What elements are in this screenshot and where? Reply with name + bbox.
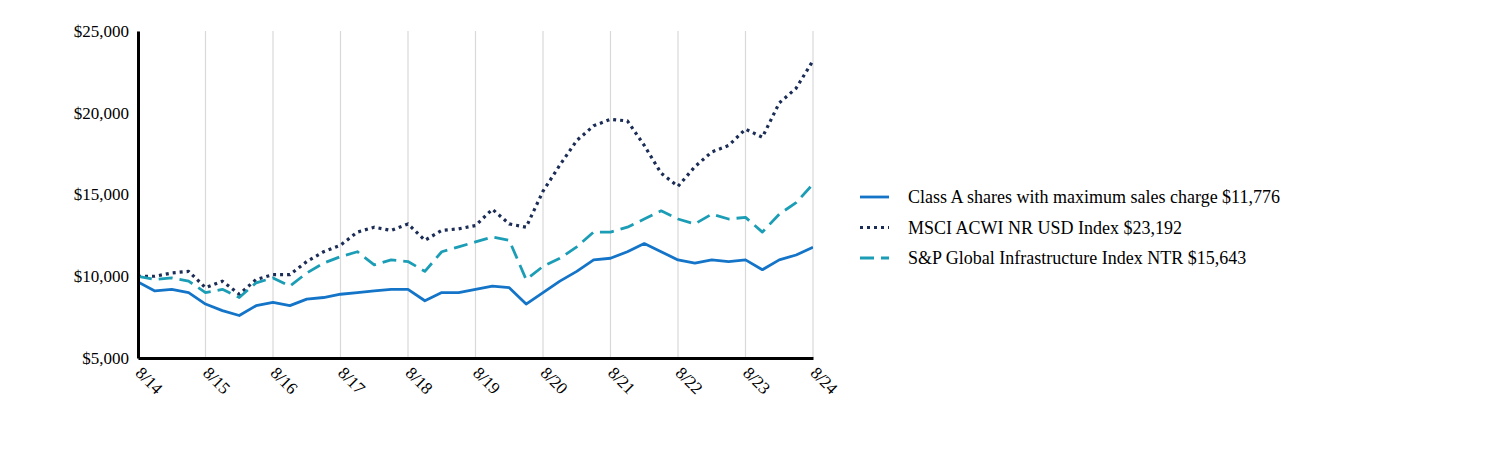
legend-label: S&P Global Infrastructure Index NTR $15,… (908, 248, 1246, 268)
grid-line (272, 31, 273, 358)
grid-line (340, 31, 341, 358)
x-tick: 8/14 (132, 358, 167, 399)
x-tick: 8/15 (199, 358, 234, 398)
tick-label: 8/19 (469, 363, 504, 398)
tick-label: $15,000 (74, 185, 129, 204)
x-axis-line (139, 357, 814, 360)
legend-swatch (860, 196, 889, 199)
y-axis-line (137, 32, 140, 359)
chart: $5,000$10,000$15,000$20,000$25,0008/148/… (0, 0, 1512, 456)
grid-line (542, 31, 543, 358)
tick-label: $20,000 (74, 104, 129, 123)
tick-label: 8/15 (199, 363, 234, 398)
tick-label: 8/18 (402, 363, 437, 398)
tick-label: 8/16 (267, 363, 302, 398)
x-tick: 8/19 (469, 358, 504, 398)
x-tick: 8/20 (537, 358, 572, 398)
series-line (138, 184, 813, 298)
x-tick: 8/22 (672, 358, 707, 398)
grid-line (475, 31, 476, 358)
x-tick: 8/17 (334, 358, 369, 399)
grid-line (610, 31, 611, 358)
legend-swatch (860, 226, 889, 229)
y-axis: $5,000 $10,000 $15,000 $20,000 $25,000 (74, 22, 139, 368)
tick-label: 8/24 (807, 363, 842, 398)
x-tick: 8/21 (604, 358, 639, 398)
tick-label: 8/14 (132, 363, 167, 398)
tick-label: $5,000 (82, 349, 129, 368)
legend: Class A shares with maximum sales charge… (860, 187, 1280, 268)
series-line (138, 244, 813, 316)
tick-label: $10,000 (74, 267, 129, 286)
y-tick: $10,000 (74, 267, 138, 286)
y-tick: $20,000 (74, 104, 138, 123)
lines (138, 61, 813, 316)
grid-line (205, 31, 206, 358)
grid-line (745, 31, 746, 358)
x-grid (138, 31, 813, 358)
tick-label: $25,000 (74, 22, 129, 41)
x-axis: 8/14 8/15 8/16 8/17 8/18 8/19 8/20 8/21 8/22 8/23… (132, 358, 842, 399)
grid-line (137, 31, 138, 358)
tick-label: 8/17 (334, 363, 369, 398)
tick-label: 8/21 (604, 363, 639, 398)
tick-label: 8/20 (537, 363, 572, 398)
y-tick: $15,000 (74, 185, 138, 204)
y-tick: $25,000 (74, 22, 138, 41)
grid-line (677, 31, 678, 358)
x-tick: 8/23 (739, 358, 774, 398)
series-line (138, 61, 813, 295)
tick-label: 8/23 (739, 363, 774, 398)
legend-label: Class A shares with maximum sales charge… (908, 187, 1280, 207)
x-tick: 8/18 (402, 358, 437, 398)
grid-line (812, 31, 813, 358)
grid-line (407, 31, 408, 358)
x-tick: 8/24 (807, 358, 842, 399)
legend-swatch (860, 257, 889, 260)
x-tick: 8/16 (267, 358, 302, 398)
y-tick: $5,000 (82, 349, 138, 368)
legend-label: MSCI ACWI NR USD Index $23,192 (908, 218, 1182, 238)
tick-label: 8/22 (672, 363, 707, 398)
